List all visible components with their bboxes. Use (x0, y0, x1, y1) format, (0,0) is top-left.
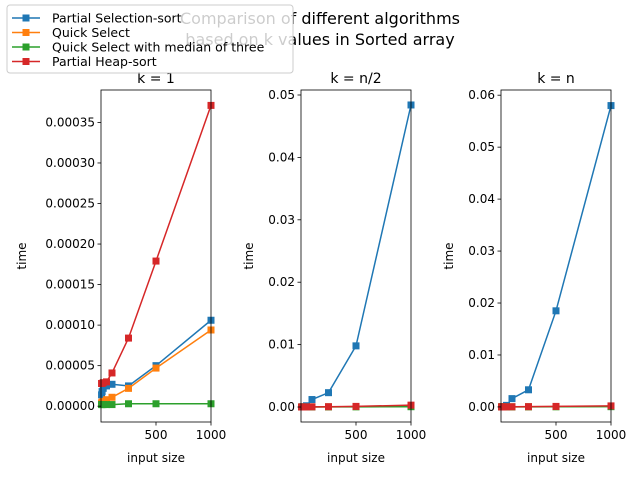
series-quick-select-with-median-of-three (98, 400, 215, 409)
y-tick-label: 0.00035 (45, 115, 95, 129)
y-tick-label: 0.03 (268, 213, 295, 227)
y-tick-label: 0.00000 (45, 399, 95, 413)
data-point (125, 384, 132, 392)
y-tick-label: 0.06 (468, 88, 495, 102)
x-axis-label: input size (127, 451, 185, 465)
series-partial-heap-sort (498, 402, 615, 411)
legend-marker (22, 14, 30, 22)
data-point (508, 395, 516, 403)
series-line (100, 319, 212, 395)
data-point (303, 403, 310, 411)
legend-label: Quick Select with median of three (52, 40, 265, 55)
legend-marker (22, 29, 30, 36)
x-tick-label: 500 (145, 428, 168, 442)
data-point (552, 402, 560, 410)
legend-entry-partial-heap-sort: Partial Heap-sort (12, 54, 157, 69)
subplot-title: k = n/2 (330, 71, 381, 87)
legend-entry-quick-select: Quick Select (12, 25, 130, 40)
data-point (525, 386, 532, 394)
data-point (125, 334, 132, 342)
data-point (308, 396, 316, 404)
subplot-1: k = 1 500 1000 0.00000 0.00005 0.00010 0.00015… (15, 71, 226, 465)
y-tick-label: 0.00020 (45, 237, 95, 251)
data-point (103, 401, 110, 409)
data-point (108, 401, 116, 409)
legend-label: Partial Heap-sort (52, 54, 157, 69)
y-tick-label: 0.00 (268, 400, 295, 414)
data-point (108, 380, 116, 388)
data-point (525, 403, 532, 411)
data-point (108, 369, 116, 377)
y-tick-label: 0.02 (468, 296, 495, 310)
y-tick-label: 0.00005 (45, 359, 95, 373)
x-axis-label: input size (327, 451, 385, 465)
x-tick-label: 500 (345, 428, 368, 442)
y-tick-label: 0.04 (468, 192, 495, 206)
legend-marker (22, 43, 30, 51)
data-point (325, 403, 332, 411)
y-tick-label: 0.02 (268, 275, 295, 289)
subplot-3: k = n 500 1000 0.00 0.01 0.02 0.03 0.04 0.05 0.06… (442, 71, 626, 465)
x-tick-label: 1000 (396, 428, 427, 442)
x-tick-label: 500 (545, 428, 568, 442)
y-tick-label: 0.00030 (45, 156, 95, 170)
series-partial-heap-sort (298, 401, 415, 411)
y-tick-label: 0.00010 (45, 318, 95, 332)
data-point (108, 393, 116, 401)
data-point (352, 402, 360, 410)
y-tick-label: 0.01 (268, 338, 295, 352)
series-partial-selection-sort (98, 316, 215, 399)
y-tick-label: 0.05 (468, 140, 495, 154)
subplot-title: k = n (537, 71, 575, 87)
legend-label: Quick Select (52, 25, 130, 40)
axes-frame (300, 89, 412, 423)
y-tick-label: 0.01 (468, 348, 495, 362)
subplot-title: k = 1 (137, 71, 175, 87)
legend-box (6, 4, 294, 74)
axes-frame (100, 89, 212, 423)
data-point (125, 400, 132, 408)
x-tick-label: 1000 (596, 428, 627, 442)
axes-frame (500, 89, 612, 423)
y-tick-label: 0.05 (268, 88, 295, 102)
subplots: k = 1 500 1000 0.00000 0.00005 0.00010 0.00015… (15, 71, 626, 465)
series-partial-selection-sort (498, 102, 615, 411)
legend-entry-quick-select-with-median-of-three: Quick Select with median of three (12, 40, 265, 55)
y-tick-label: 0.00025 (45, 197, 95, 211)
legend-label: Partial Selection-sort (52, 11, 182, 26)
y-axis-label: time (442, 242, 456, 269)
data-point (325, 389, 332, 397)
legend-entry-partial-selection-sort: Partial Selection-sort (12, 11, 182, 26)
y-tick-label: 0.03 (468, 244, 495, 258)
data-point (152, 400, 160, 408)
series-partial-heap-sort (98, 101, 215, 387)
data-point (103, 378, 110, 386)
legend-marker (22, 58, 30, 65)
data-point (352, 342, 360, 350)
data-point (503, 403, 510, 411)
data-point (308, 403, 316, 411)
series-line (501, 105, 612, 408)
x-axis-label: input size (527, 451, 585, 465)
data-point (508, 403, 516, 411)
y-axis-label: time (15, 242, 29, 269)
data-point (152, 364, 160, 372)
y-tick-label: 0.00015 (45, 278, 95, 292)
y-tick-label: 0.00 (468, 400, 495, 414)
data-point (103, 396, 110, 404)
subplot-2: k = n/2 500 1000 0.00 0.01 0.02 0.03 0.04 0.05 in… (242, 71, 426, 465)
x-tick-label: 1000 (196, 428, 227, 442)
series-partial-selection-sort (298, 101, 415, 411)
series-line (301, 104, 412, 408)
y-tick-label: 0.04 (268, 150, 295, 164)
data-point (552, 307, 560, 315)
y-axis-label: time (242, 242, 256, 269)
data-point (152, 257, 160, 265)
